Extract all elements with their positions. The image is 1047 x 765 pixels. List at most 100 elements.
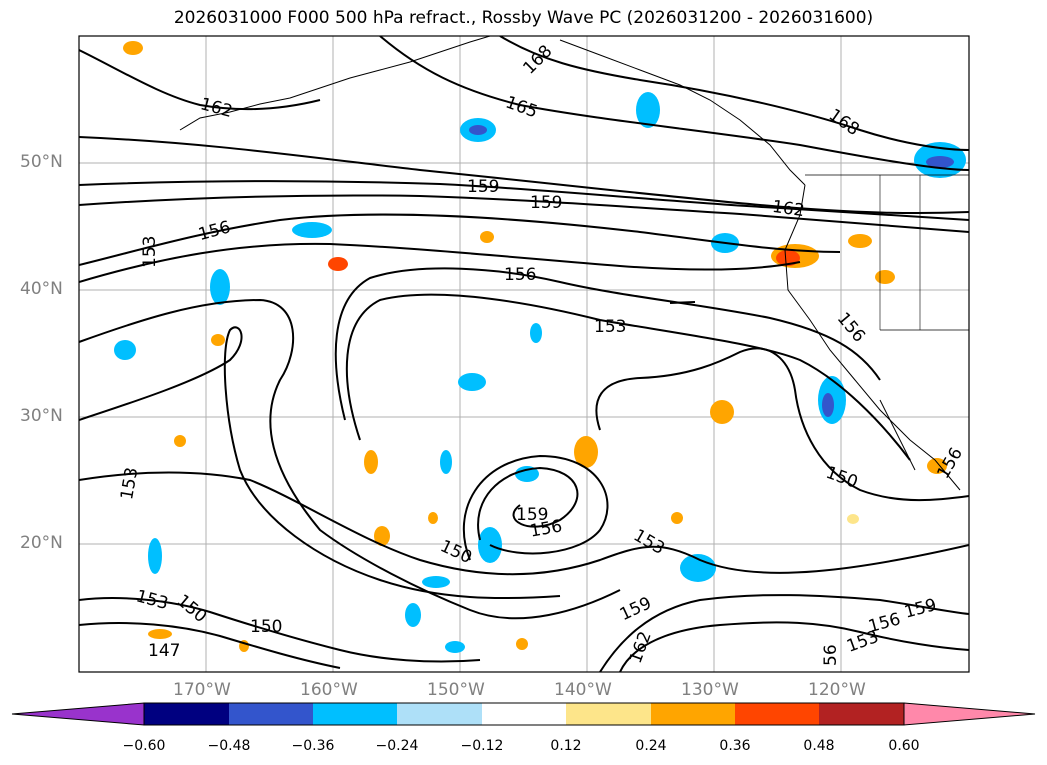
- contour-line: [79, 326, 561, 600]
- anomaly-patch: [364, 450, 378, 474]
- colorbar-swatch: [651, 703, 735, 725]
- lat-label-40n: 40°N: [20, 279, 63, 299]
- colorbar-tick: −0.60: [122, 738, 166, 754]
- anomaly-patch: [671, 512, 683, 524]
- anomaly-patch: [822, 393, 834, 417]
- contour-label: 159: [467, 177, 499, 197]
- anomaly-patch: [680, 554, 716, 582]
- anomaly-patch: [328, 257, 348, 271]
- contour-line: [595, 347, 969, 502]
- contour-line: [79, 194, 969, 233]
- colorbar-swatch: [566, 703, 651, 725]
- west-coast: [784, 184, 961, 491]
- contour-line: [79, 471, 969, 576]
- anomaly-patch: [174, 435, 186, 447]
- lon-label-140w: 140°W: [554, 680, 612, 700]
- lon-label-160w: 160°W: [300, 680, 358, 700]
- contour-line: [499, 36, 969, 151]
- colorbar-swatch: [144, 703, 229, 725]
- anomaly-patch: [445, 641, 465, 653]
- lat-label-30n: 30°N: [20, 406, 63, 426]
- anomaly-patch: [516, 638, 528, 650]
- contour-lines: [79, 36, 969, 672]
- aleutian-coast: [179, 36, 491, 131]
- contour-line: [477, 466, 579, 541]
- contour-label: 150: [250, 617, 282, 637]
- anomaly-patch: [440, 450, 452, 474]
- anomaly-patch: [926, 156, 954, 168]
- colorbar-swatch: [482, 703, 566, 725]
- anomaly-patch: [574, 436, 598, 468]
- anomaly-patch: [292, 222, 332, 238]
- contour-labels: 168 165 162 168 159 159 156 153 162 156 …: [117, 41, 967, 666]
- colorbar-tick: 0.12: [550, 738, 582, 754]
- anomaly-patch: [458, 373, 486, 391]
- contour-line: [79, 242, 801, 283]
- contour-line: [79, 180, 969, 221]
- contour-line: [79, 298, 621, 620]
- anomaly-patch: [515, 466, 539, 482]
- anomaly-patch: [469, 125, 487, 135]
- contour-line: [334, 267, 881, 421]
- colorbar-tick: −0.24: [375, 738, 419, 754]
- colorbar-outline: [143, 702, 905, 726]
- anomaly-patch: [114, 340, 136, 360]
- anomaly-patch: [405, 603, 421, 627]
- anomaly-patch: [875, 270, 895, 284]
- colorbar-tick: 0.36: [719, 738, 751, 754]
- colorbar-swatch: [397, 703, 482, 725]
- map-frame: [78, 35, 970, 673]
- anomaly-patch: [148, 538, 162, 574]
- anomaly-patch: [530, 323, 542, 343]
- colorbar: [11, 702, 1036, 726]
- colorbar-swatch: [229, 703, 313, 725]
- contour-label: 159: [516, 505, 548, 525]
- contour-line: [379, 36, 969, 171]
- lon-label-120w: 120°W: [808, 680, 866, 700]
- contour-label: 153: [594, 317, 626, 337]
- anomaly-patch: [776, 250, 800, 266]
- contour-line: [79, 597, 481, 663]
- contour-label: 56: [821, 644, 841, 666]
- contour-line: [79, 49, 321, 111]
- coastlines: [179, 36, 969, 491]
- colorbar-tick: 0.60: [888, 738, 920, 754]
- contour-line: [599, 594, 969, 672]
- contour-label: 153: [140, 236, 160, 268]
- anomaly-patch: [123, 41, 143, 55]
- lon-label-170w: 170°W: [173, 680, 231, 700]
- lat-label-50n: 50°N: [20, 152, 63, 172]
- contour-line: [462, 454, 609, 561]
- anomaly-patch: [422, 576, 450, 588]
- contour-line: [669, 301, 696, 304]
- anomaly-patch: [210, 269, 230, 305]
- colorbar-swatch: [735, 703, 819, 725]
- anomaly-patch: [636, 92, 660, 128]
- anomaly-patch: [847, 514, 859, 524]
- map-title: 2026031000 F000 500 hPa refract., Rossby…: [173, 8, 874, 28]
- colorbar-extend-high: [903, 702, 1036, 726]
- colorbar-tick: −0.48: [207, 738, 251, 754]
- colorbar-tick: −0.12: [460, 738, 504, 754]
- alaska-coast: [559, 39, 806, 186]
- colorbar-extend-low: [11, 702, 145, 726]
- lat-label-20n: 20°N: [20, 533, 63, 553]
- anomaly-patch: [374, 526, 390, 546]
- map-plot: 168 165 162 168 159 159 156 153 162 156 …: [79, 36, 969, 672]
- anomaly-patch: [428, 512, 438, 524]
- contour-line: [345, 293, 911, 461]
- contour-line: [79, 622, 341, 669]
- colorbar-swatch: [313, 703, 397, 725]
- anomaly-patch: [148, 629, 172, 639]
- gridlines: [79, 36, 969, 672]
- anomaly-patch: [480, 231, 494, 243]
- anomaly-patch: [211, 334, 225, 346]
- map-background: [79, 36, 969, 672]
- anomaly-patch: [848, 234, 872, 248]
- contour-label: 162: [771, 197, 806, 221]
- anomaly-patch: [927, 458, 947, 474]
- colorbar-tick: 0.48: [803, 738, 835, 754]
- contour-line: [79, 213, 841, 266]
- contour-line: [619, 621, 969, 672]
